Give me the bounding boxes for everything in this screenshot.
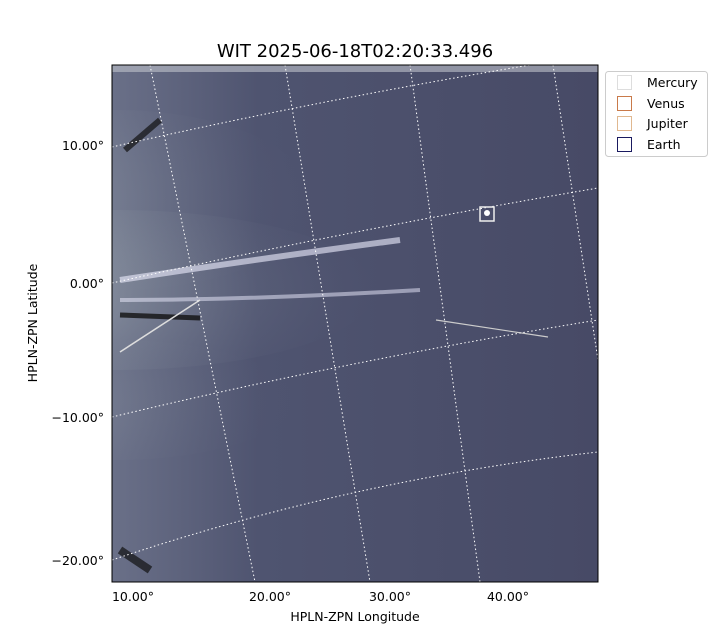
legend: Mercury Venus Jupiter Earth [605, 71, 708, 157]
earth-marker[interactable] [479, 206, 495, 222]
legend-label-mercury: Mercury [647, 75, 698, 90]
dark-band [117, 546, 153, 574]
image-area [112, 65, 598, 582]
streamer [112, 110, 315, 290]
legend-swatch-mercury [617, 75, 632, 90]
x-tick-label: 40.00° [487, 589, 529, 604]
x-tick-label: 10.00° [112, 589, 154, 604]
streamer [119, 288, 421, 302]
legend-label-earth: Earth [647, 137, 681, 152]
image-edge [112, 65, 598, 72]
grid-lat-m20 [112, 451, 598, 561]
legend-label-venus: Venus [647, 96, 685, 111]
streak [119, 299, 201, 353]
y-tick-label: −10.00° [51, 410, 104, 425]
chart-title: WIT 2025-06-18T02:20:33.496 [217, 41, 493, 62]
y-tick-label: 0.00° [70, 276, 104, 291]
y-tick-label: 10.00° [62, 138, 104, 153]
legend-swatch-earth [617, 137, 632, 152]
streamer [112, 340, 295, 460]
dark-band [123, 117, 162, 153]
dark-band [119, 312, 201, 321]
grid-lon-40 [552, 65, 598, 361]
grid [112, 65, 598, 582]
streamer [119, 237, 401, 283]
legend-swatch-jupiter [617, 116, 632, 131]
y-axis-label: HPLN-ZPN Latitude [25, 263, 40, 382]
grid-lon-30 [409, 65, 481, 582]
earth-point [484, 210, 490, 216]
legend-swatch-venus [617, 96, 632, 111]
y-ticks: 10.00° 0.00° −10.00° −20.00° [51, 138, 104, 568]
y-tick-label: −20.00° [51, 553, 104, 568]
grid-lat-10 [112, 65, 531, 148]
legend-frame [605, 71, 708, 157]
legend-label-jupiter: Jupiter [646, 116, 689, 131]
x-ticks: 10.00° 20.00° 30.00° 40.00° [112, 589, 529, 604]
x-axis-label: HPLN-ZPN Longitude [290, 609, 420, 624]
axes-frame [111, 64, 599, 583]
x-tick-label: 30.00° [369, 589, 411, 604]
streak [435, 319, 549, 338]
x-tick-label: 20.00° [249, 589, 291, 604]
grid-lon-20 [284, 65, 371, 582]
